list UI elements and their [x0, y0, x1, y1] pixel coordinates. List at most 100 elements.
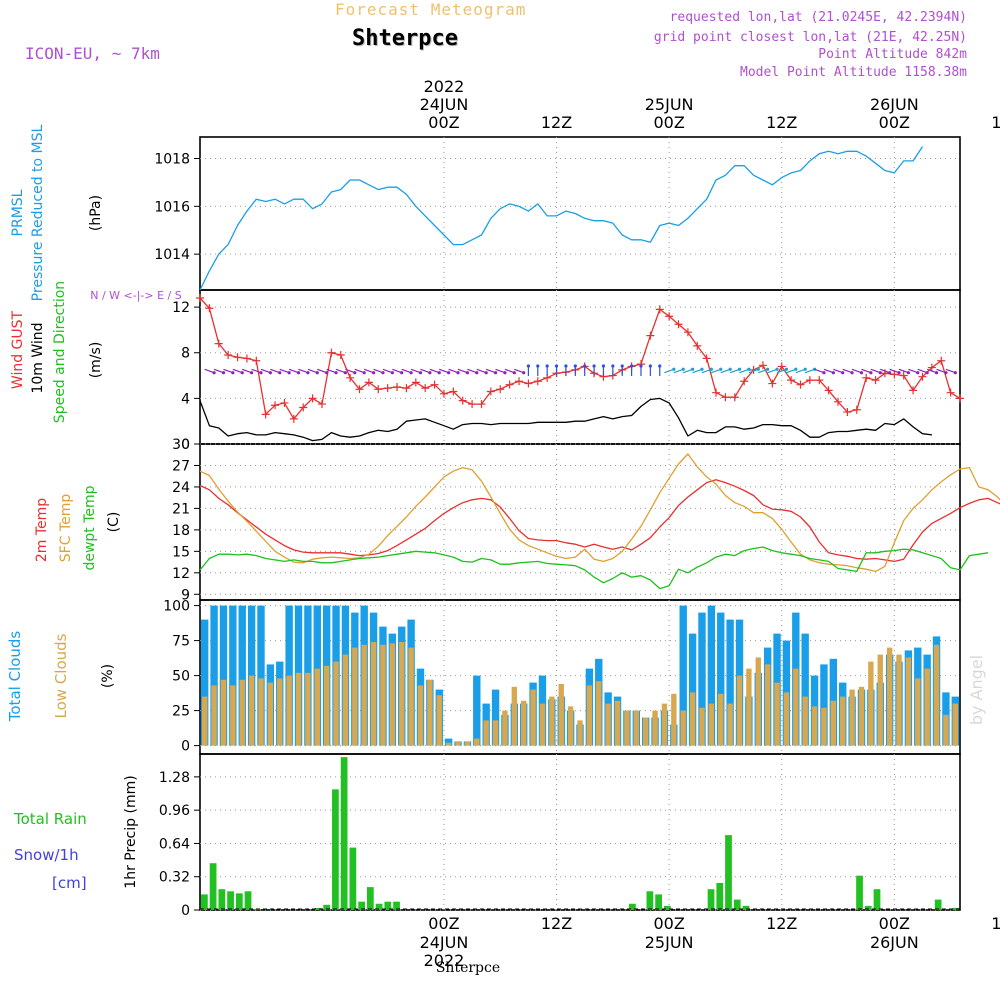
wind-direction-arrowhead	[447, 371, 451, 375]
chart-title: Forecast Meteogram	[335, 0, 527, 19]
wind-gust-marker	[899, 371, 908, 380]
cloud-low-bar	[483, 720, 489, 746]
cloud-low-bar	[586, 685, 593, 746]
wind-direction-arrow	[861, 368, 872, 374]
wind-direction-arrowhead	[503, 371, 507, 375]
bottom-hour-label: 12Z	[541, 914, 572, 933]
precip-bar	[655, 894, 662, 910]
wind-direction-arrowhead	[250, 371, 254, 375]
wind-direction-arrowhead	[822, 371, 826, 375]
wind-gust-marker	[740, 377, 749, 386]
wind-gust-marker	[393, 382, 402, 391]
cloud-low-bar	[830, 700, 837, 746]
precip-bar	[856, 875, 863, 910]
bottom-hour-label: 12Z	[766, 914, 797, 933]
wind-speed-ylabel: 10m Wind	[30, 322, 46, 393]
cloud-low-bar	[380, 644, 386, 746]
cloud-low-bar	[445, 742, 452, 746]
wind-gust-marker	[956, 394, 964, 403]
wind-direction-arrowhead	[334, 371, 338, 375]
temp-unit-ylabel: (C)	[106, 512, 122, 533]
cloud-low-bar	[886, 647, 893, 746]
wind-gust-marker	[533, 377, 542, 386]
wind-gust-marker	[261, 410, 270, 419]
cloud-low-bar	[314, 668, 320, 746]
cloud-low-bar	[502, 710, 508, 746]
wind-gust-marker	[862, 373, 871, 382]
wind-direction-arrow	[880, 368, 890, 374]
wind-direction-arrow	[288, 368, 299, 374]
top-day-label: 26JUN	[870, 95, 919, 114]
wind-direction-arrow	[908, 368, 918, 374]
wind-direction-arrowhead	[381, 371, 385, 375]
wind-direction-arrowhead	[554, 364, 559, 368]
wind-speed-line	[199, 397, 932, 442]
wind-direction-arrowhead	[630, 364, 634, 368]
cloud-low-bar	[642, 717, 649, 746]
wind-direction-arrow	[833, 368, 843, 374]
cloud-low-bar	[333, 661, 339, 746]
wind-direction-arrowhead	[573, 364, 577, 368]
cloud-total-bar	[219, 605, 228, 746]
wind-gust-marker	[430, 380, 439, 389]
wind-direction-ylabel: Speed and Direction	[52, 281, 68, 423]
wind-direction-arrowhead	[747, 367, 751, 371]
wind-direction-arrowhead	[296, 371, 301, 375]
ytick-label: 15	[172, 544, 190, 560]
precip-snow-label: Snow/1h	[14, 846, 79, 864]
wind-direction-arrow	[776, 368, 787, 374]
wind-direction-arrowhead	[564, 364, 568, 368]
wind-direction-arrowhead	[878, 371, 882, 375]
cloud-low-bar	[389, 643, 396, 746]
pressure-ylabel-unit: (hPa)	[88, 195, 104, 231]
wind-direction-arrowhead	[953, 371, 957, 375]
cloud-low-ylabel: Low Clouds	[52, 633, 70, 718]
cloud-total-bar	[229, 605, 237, 746]
precip-ylabel: 1hr Precip (mm)	[123, 775, 139, 888]
wind-direction-arrow	[270, 368, 280, 374]
wind-direction-arrow	[457, 368, 468, 374]
wind-direction-arrow	[692, 368, 703, 374]
cloud-low-bar	[539, 703, 546, 746]
wind-gust-marker	[927, 363, 936, 372]
temp-2m-line	[199, 479, 1000, 563]
cloud-low-bar	[699, 707, 705, 746]
wind-direction-arrow	[758, 368, 768, 374]
precip-bar	[366, 887, 374, 910]
wind-direction-arrowhead	[536, 364, 540, 368]
wind-direction-arrowhead	[672, 367, 676, 371]
top-hour-label: 00Z	[653, 113, 684, 132]
cloud-low-bar	[474, 738, 480, 746]
ytick-label: 4	[181, 391, 190, 407]
wind-gust-marker	[655, 305, 664, 314]
ytick-label: 75	[172, 634, 190, 650]
cloud-low-bar	[277, 678, 283, 746]
wind-direction-arrowhead	[888, 371, 892, 375]
wind-gust-marker	[852, 405, 861, 414]
ytick-label: 0	[181, 903, 190, 919]
cloud-low-bar	[239, 679, 245, 746]
cloud-low-bar	[596, 681, 602, 746]
wind-direction-arrowhead	[212, 371, 216, 375]
temp-sfc-ylabel: SFC Temp	[58, 494, 74, 563]
cloud-low-bar	[718, 693, 724, 746]
wind-gust-marker	[937, 356, 946, 365]
wind-direction-arrowhead	[925, 371, 929, 375]
cloud-low-bar	[624, 710, 630, 746]
precip-bar	[733, 899, 741, 910]
cloud-low-bar	[370, 642, 377, 746]
ytick-label: 12	[172, 566, 190, 582]
wind-gust-marker	[252, 356, 261, 365]
wind-direction-arrow	[504, 368, 515, 374]
wind-direction-arrow	[720, 368, 731, 374]
wind-direction-arrowhead	[428, 371, 432, 375]
cloud-low-bar	[417, 685, 424, 746]
cloud-low-bar	[352, 647, 358, 746]
ytick-label: 0	[181, 739, 190, 755]
ytick-label: 8	[181, 346, 190, 362]
wind-direction-arrowhead	[545, 364, 549, 368]
wind-direction-arrowhead	[484, 371, 488, 375]
cloud-low-bar	[342, 654, 349, 746]
wind-gust-marker	[486, 387, 495, 396]
precip-bar	[235, 893, 243, 910]
